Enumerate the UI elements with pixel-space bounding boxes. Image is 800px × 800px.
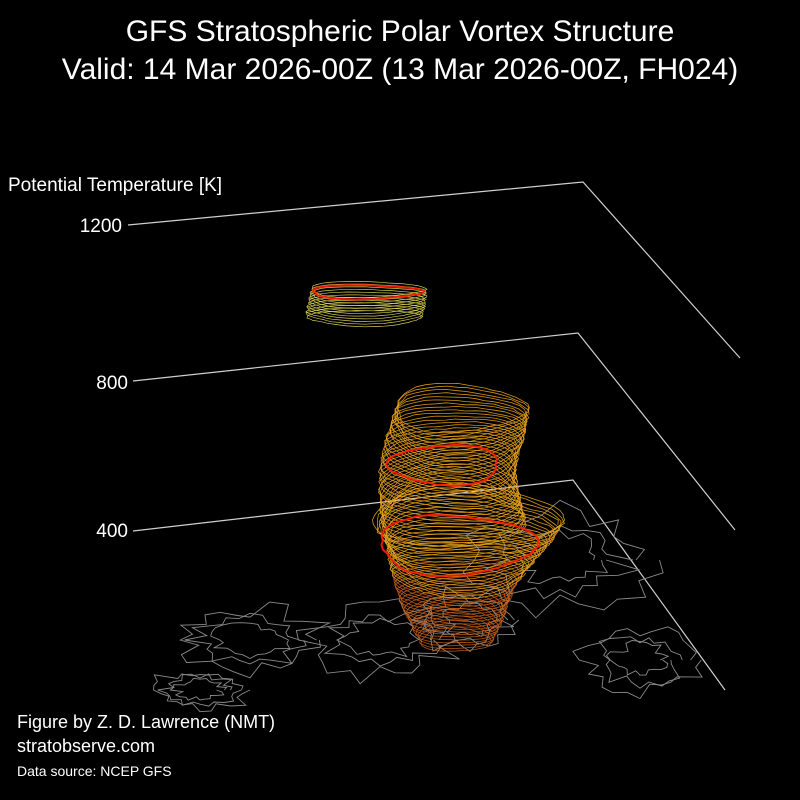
- coastline-2-2: [515, 530, 609, 585]
- vortex-layer-mid-31: [394, 396, 528, 448]
- vortex-layer-mid-20: [381, 429, 520, 486]
- vortex-layer-high-8: [309, 288, 428, 306]
- vortex-layer-mid-15: [378, 442, 518, 501]
- vortex-layer-low-0: [420, 626, 493, 652]
- vortex-layer-low-11: [401, 586, 507, 622]
- vortex-layer-low-2: [417, 619, 496, 647]
- vortex-layer-low-4: [412, 611, 499, 641]
- coastline-3-2: [605, 640, 670, 676]
- vortex-layer-low-23: [388, 544, 534, 591]
- coastline-4-1: [157, 673, 242, 707]
- z-tick-label-1200: 1200: [79, 216, 122, 237]
- z-axis-plane-line-2: [132, 479, 726, 691]
- coastline-3-1: [598, 636, 683, 689]
- vortex-edge-700K: [385, 443, 498, 487]
- data-source-note: Data source: NCEP GFS: [17, 763, 172, 779]
- vortex-layer-mid-11: [378, 454, 519, 513]
- chart-title: GFS Stratospheric Polar Vortex Structure: [125, 15, 675, 48]
- vortex-edge-1100K: [311, 283, 426, 301]
- vortex-layer-low-20: [391, 555, 524, 600]
- vortex-layer-mid-25: [385, 415, 525, 469]
- coastline-3-0: [572, 626, 703, 700]
- vortex-layer-mid-16: [380, 441, 518, 498]
- vortex-layer-low-22: [389, 548, 530, 594]
- vortex-layer-mid-19: [381, 432, 519, 489]
- vortex-layer-mid-33: [394, 389, 530, 441]
- vortex-layer-mid-27: [390, 409, 527, 462]
- z-tick-label-400: 400: [96, 521, 128, 542]
- vortex-layer-low-16: [394, 569, 514, 610]
- vortex-layer-low-14: [398, 575, 511, 615]
- vortex-layer-mid-26: [389, 412, 526, 465]
- vortex-layer-mid-34: [396, 385, 529, 437]
- website-link[interactable]: stratobserve.com: [17, 736, 156, 756]
- chart-subtitle: Valid: 14 Mar 2026-00Z (13 Mar 2026-00Z,…: [61, 53, 739, 86]
- vortex-layer-mid-23: [384, 421, 524, 476]
- vortex-layer-mid-35: [396, 382, 530, 434]
- vortex-layer-mid-32: [394, 392, 530, 444]
- z-axis-plane-line-0: [127, 181, 741, 359]
- vortex-layer-low-27: [386, 529, 542, 580]
- figure-credit: Figure by Z. D. Lawrence (NMT): [17, 712, 276, 732]
- vortex-layer-mid-30: [391, 399, 528, 451]
- vortex-layer-mid-12: [378, 451, 519, 511]
- vortex-layer-high-7: [308, 291, 427, 309]
- coastline-0-0: [179, 601, 332, 679]
- vortex-layer-low-19: [392, 559, 523, 602]
- coastline-4-0: [153, 673, 251, 713]
- vortex-layer-high-0: [306, 310, 424, 328]
- coastline-5-1: [429, 594, 515, 645]
- vortex-layer-mid-24: [386, 418, 525, 472]
- z-tick-label-800: 800: [96, 373, 128, 394]
- vortex-layer-high-9: [309, 286, 427, 304]
- coastline-4-2: [169, 677, 228, 701]
- vortex-layer-mid-4: [381, 475, 524, 535]
- vortex-layer-low-39: [372, 482, 566, 544]
- vortex-layer-mid-29: [390, 402, 526, 455]
- vortex-layer-low-10: [403, 589, 507, 625]
- vortex-layer-mid-7: [380, 465, 523, 525]
- vortex-layer-mid-18: [380, 435, 519, 491]
- vortex-layer-low-15: [396, 572, 513, 613]
- z-axis-title: Potential Temperature [K]: [8, 175, 223, 196]
- vortex-layer-low-21: [389, 552, 528, 597]
- vortex-edge-475K: [380, 513, 541, 578]
- coastline-1-2: [335, 617, 420, 658]
- coastline-0-1: [184, 612, 307, 665]
- vortex-layer-low-7: [407, 600, 503, 633]
- vortex-layer-mid-9: [379, 459, 521, 519]
- vortex-layer-low-17: [394, 565, 518, 607]
- coastline-0-2: [210, 622, 291, 660]
- z-axis-plane-line-1: [132, 332, 736, 531]
- vortex-layer-mid-2: [380, 481, 526, 543]
- vortex-layer-low-1: [419, 623, 495, 650]
- vortex-layer-low-6: [409, 604, 502, 636]
